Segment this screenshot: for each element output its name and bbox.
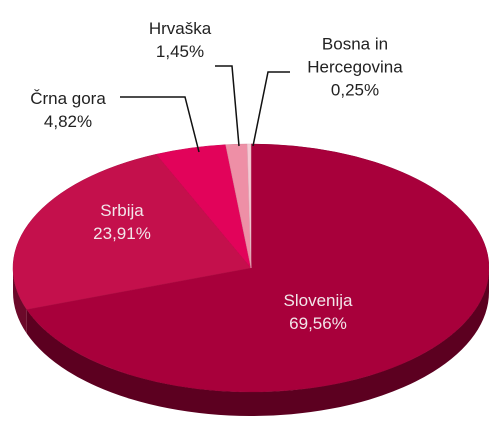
value-label: 0,25% [330, 80, 380, 100]
pie-slice [12, 153, 252, 310]
category-label: Slovenija [283, 291, 353, 310]
value-label: 4,82% [43, 112, 93, 131]
leader-line [215, 65, 240, 147]
data-label: Srbija 23,91% [93, 199, 151, 245]
leader-line [120, 96, 200, 153]
leader-line [252, 71, 290, 147]
category-label: Srbija [100, 201, 144, 220]
data-label: Črna gora 4,82% [30, 87, 106, 133]
data-label: Hrvaška 1,45% [149, 17, 211, 63]
value-label: 1,45% [155, 42, 205, 61]
pie-slice-side [26, 268, 489, 416]
pie-slice [247, 143, 252, 269]
category-label: Hrvaška [148, 19, 212, 38]
category-label: Bosna in Hercegovina [307, 34, 403, 77]
pie-tops [12, 143, 489, 393]
value-label: 69,56% [289, 314, 347, 333]
pie-slice-side [13, 268, 27, 334]
pie-slice [26, 143, 489, 393]
data-label: Bosna in Hercegovina 0,25% [295, 33, 415, 102]
value-label: 23,91% [93, 224, 151, 243]
data-label: Slovenija 69,56% [284, 289, 353, 335]
pie-sides [13, 268, 489, 416]
category-label: Črna gora [30, 89, 106, 108]
